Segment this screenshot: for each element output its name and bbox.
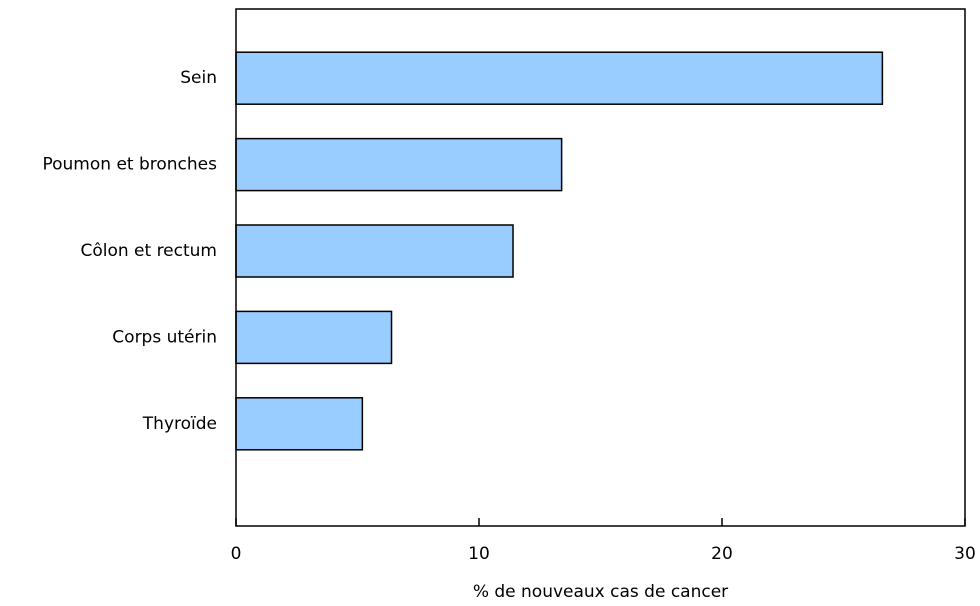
bar-4 <box>235 310 393 365</box>
y-tick-label-1: Sein <box>180 68 217 88</box>
x-tick-label-2: 10 <box>468 544 490 564</box>
bar-3 <box>235 224 514 278</box>
bar-5 <box>235 397 364 451</box>
y-tick-label-4: Corps utérin <box>112 327 217 347</box>
y-tick-label-3: Côlon et rectum <box>80 241 217 261</box>
bars-layer <box>235 51 884 451</box>
x-tick-label-4: 30 <box>954 544 976 564</box>
y-axis-labels: Sein Poumon et bronches Côlon et rectum Cor… <box>42 68 217 434</box>
bar-1 <box>235 51 884 105</box>
y-tick-label-5: Thyroïde <box>142 414 217 434</box>
plot-frame <box>235 8 966 527</box>
bar-2 <box>235 137 563 192</box>
x-axis-ticks: 0 10 20 30 <box>231 518 976 564</box>
x-tick-label-1: 0 <box>231 544 242 564</box>
y-tick-label-2: Poumon et bronches <box>42 155 217 175</box>
x-axis-label: % de nouveaux cas de cancer <box>473 582 728 602</box>
x-tick-label-3: 20 <box>711 544 733 564</box>
